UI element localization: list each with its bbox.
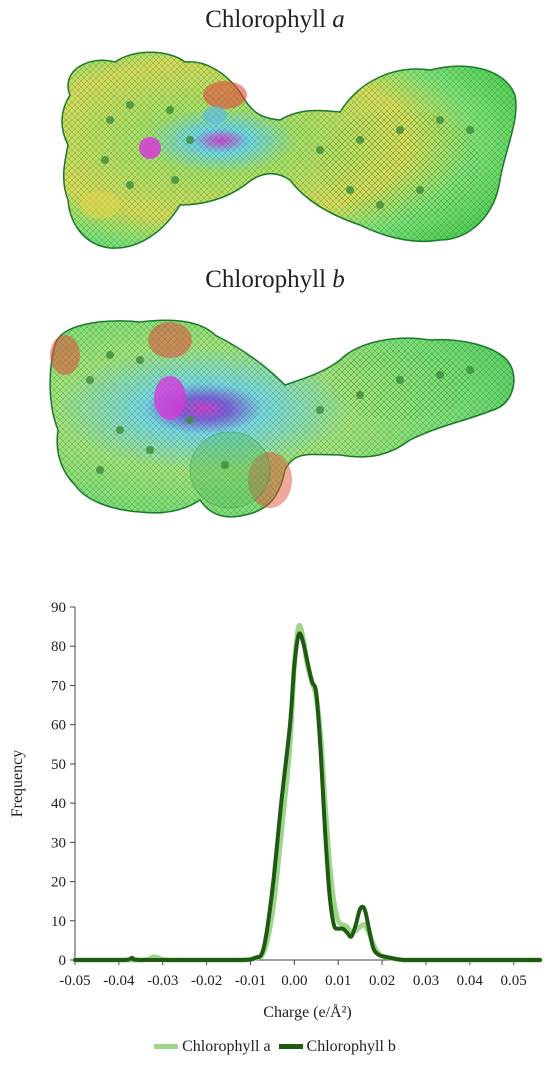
chlorophyll-a-surface-image xyxy=(61,51,517,249)
molecule-title-chlorophyll-a: Chlorophyll a xyxy=(0,6,550,34)
legend-item-chlorophyll-a: Chlorophyll a xyxy=(154,1037,271,1056)
x-tick-label: -0.02 xyxy=(191,973,222,989)
x-tick-label: -0.03 xyxy=(147,973,178,989)
y-tick-label: 60 xyxy=(51,718,66,734)
x-tick-label: 0.04 xyxy=(457,973,484,989)
molecule-title-chlorophyll-b: Chlorophyll b xyxy=(0,266,550,294)
legend-swatch-b xyxy=(278,1044,303,1049)
y-tick-label: 90 xyxy=(51,600,66,616)
legend-label-a: Chlorophyll a xyxy=(182,1037,271,1055)
x-tick-label: -0.01 xyxy=(235,973,266,989)
chart-legend: Chlorophyll a Chlorophyll b xyxy=(0,1036,550,1056)
y-tick-label: 0 xyxy=(59,953,67,969)
y-tick-label: 30 xyxy=(51,835,66,851)
legend-item-chlorophyll-b: Chlorophyll b xyxy=(278,1037,396,1056)
molecule-name-a: Chlorophyll xyxy=(205,6,327,33)
y-tick-label: 80 xyxy=(51,639,66,655)
y-tick-label: 70 xyxy=(51,678,66,694)
x-tick-label: 0.00 xyxy=(281,973,307,989)
legend-label-b: Chlorophyll b xyxy=(306,1037,396,1055)
x-axis-title: Charge (e/Å²) xyxy=(263,1003,351,1021)
legend-swatch-a xyxy=(154,1044,179,1049)
chlorophyll-b-surface-image xyxy=(49,319,515,518)
charge-frequency-chart: 0 10 20 30 40 50 60 70 80 90 -0.05 -0.04 -0.03 -0.02… xyxy=(9,600,543,1021)
x-tick-label: 0.01 xyxy=(325,973,351,989)
molecule-name-b: Chlorophyll xyxy=(205,266,327,293)
y-tick-label: 40 xyxy=(51,796,66,812)
x-tick-label: 0.05 xyxy=(501,973,527,989)
x-tick-label: 0.03 xyxy=(413,973,439,989)
series-line-chlorophyll-a xyxy=(72,623,543,963)
x-tick-label: -0.05 xyxy=(59,973,90,989)
y-tick-label: 10 xyxy=(51,914,66,930)
y-tick-label: 20 xyxy=(51,875,66,891)
series-line-chlorophyll-b xyxy=(73,631,542,963)
y-tick-label: 50 xyxy=(51,757,66,773)
y-axis-title: Frequency xyxy=(9,750,26,818)
x-tick-label: -0.04 xyxy=(103,973,135,989)
molecule-suffix-a: a xyxy=(332,6,345,33)
molecule-suffix-b: b xyxy=(332,266,345,293)
x-tick-label: 0.02 xyxy=(369,973,395,989)
